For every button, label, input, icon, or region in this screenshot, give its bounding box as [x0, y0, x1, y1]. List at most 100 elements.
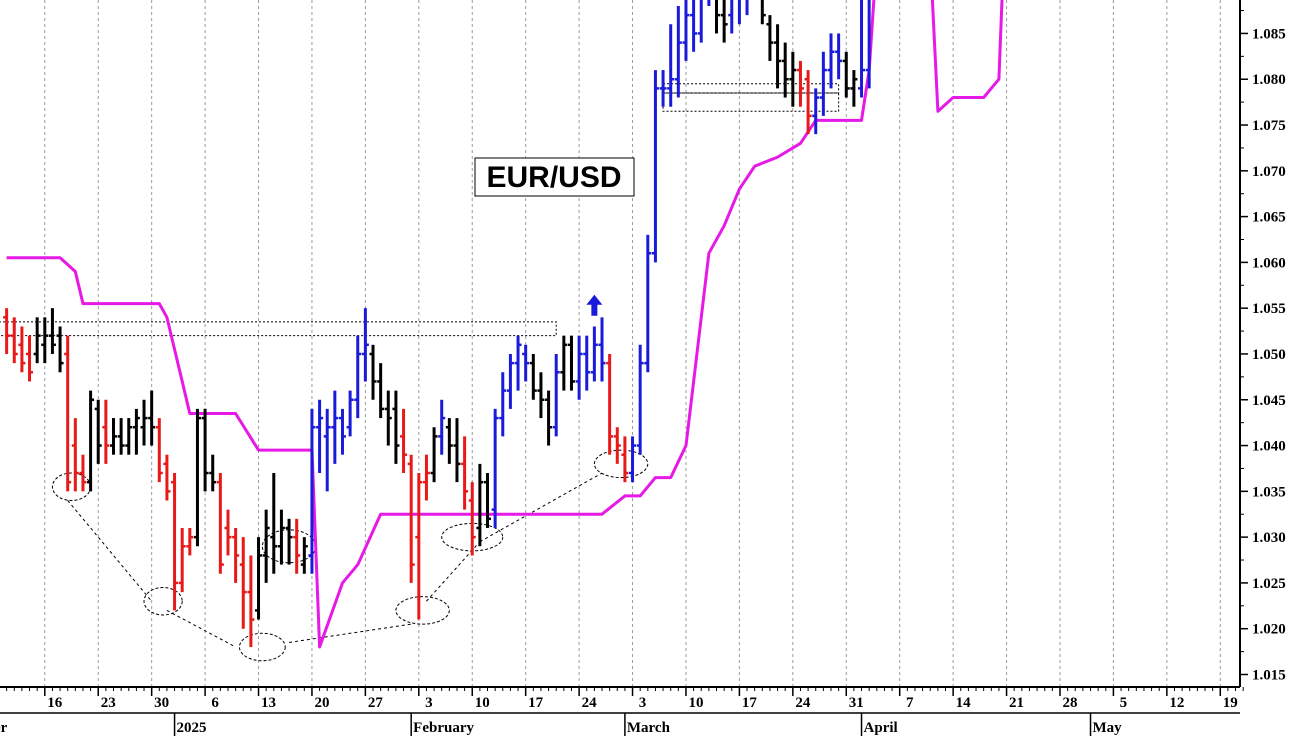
ohlc-bar [56, 326, 64, 373]
dashed-trendline [166, 609, 236, 648]
price-tick-label: 1.065 [1252, 210, 1286, 226]
ohlc-bar [812, 88, 820, 135]
ohlc-bar [583, 335, 591, 391]
ohlc-bar [178, 527, 186, 593]
price-tick-label: 1.080 [1252, 72, 1286, 88]
ohlc-bar [224, 509, 232, 556]
ohlc-bar [690, 0, 698, 52]
ohlc-bar [293, 518, 301, 574]
ohlc-bar [636, 344, 644, 455]
week-tick-label: 3 [425, 695, 433, 711]
pivot-ellipse [143, 586, 183, 616]
buy-signal-arrow-icon [586, 294, 603, 316]
ohlc-bar [651, 70, 659, 263]
ohlc-bar [728, 0, 734, 34]
month-label: May [1093, 720, 1123, 736]
ohlc-bar [377, 363, 385, 419]
chart-title-text: EUR/USD [486, 161, 621, 194]
ohlc-bar [102, 399, 110, 464]
ohlc-bar [232, 527, 240, 583]
ohlc-bar [430, 427, 438, 483]
support-trendlines [67, 472, 603, 648]
price-tick-label: 1.070 [1252, 164, 1286, 180]
month-label: er [0, 720, 8, 736]
pivot-ellipse [51, 472, 92, 501]
grid-lines [44, 0, 1221, 687]
ohlc-bar [774, 24, 782, 89]
ohlc-bar [79, 454, 87, 492]
ohlc-bar [148, 390, 156, 446]
week-tick-label: 21 [1009, 695, 1024, 711]
ohlc-bar [94, 399, 102, 464]
price-axis: 1.015 1.020 1.025 1.030 1.035 1.040 1.045 1.050… [1239, 0, 1286, 687]
ohlc-bar [308, 408, 316, 574]
week-tick-label: 16 [47, 695, 63, 711]
ohlc-bar [445, 418, 453, 464]
month-label: April [864, 720, 898, 736]
dashed-trendline [479, 472, 603, 543]
ohlc-bar [506, 353, 514, 409]
ohlc-bar [715, 0, 721, 34]
ohlc-bar [285, 518, 293, 565]
ohlc-bar [171, 473, 179, 611]
ohlc-bar [316, 399, 324, 474]
dashed-trendline [67, 500, 153, 602]
ohlc-bar [842, 51, 850, 98]
pivot-ellipse [238, 632, 286, 662]
dashed-trendline [288, 623, 412, 643]
ohlc-bar [71, 418, 79, 492]
ohlc-bar [865, 0, 871, 89]
ohlc-bar [117, 418, 125, 455]
pivot-ellipse [593, 449, 649, 479]
ohlc-bar [361, 308, 369, 382]
ohlc-bar [858, 0, 866, 98]
week-tick-label: 20 [314, 695, 329, 711]
ohlc-bar [789, 51, 797, 107]
week-tick-label: 28 [1062, 695, 1077, 711]
ohlc-bar [667, 24, 675, 107]
ohlc-bar [270, 473, 278, 574]
date-axis: 16 23 30 6 13 20 27 3 10 17 24 3 10 17 24 31 7 14 21 28 5 12 1… [0, 686, 1244, 736]
ohlc-bar [338, 408, 346, 455]
week-tick-label: 5 [1120, 695, 1128, 711]
ohlc-bar [537, 372, 545, 419]
week-tick-label: 23 [101, 695, 116, 711]
resistance-zone [662, 92, 840, 112]
week-tick-label: 10 [475, 695, 490, 711]
ohlc-bar [659, 70, 667, 107]
ohlc-bar [720, 0, 728, 43]
ohlc-bar [331, 390, 339, 464]
ohlc-bar [300, 537, 308, 574]
price-tick-label: 1.075 [1252, 118, 1286, 134]
ohlc-bar [766, 15, 774, 61]
ohlc-bar [522, 344, 530, 382]
week-tick-label: 19 [1223, 695, 1238, 711]
ohlc-bar [209, 454, 217, 492]
chart-title-box [474, 157, 635, 197]
price-tick-label: 1.020 [1252, 622, 1286, 638]
ohlc-bar [400, 408, 408, 474]
price-tick-label: 1.035 [1252, 484, 1286, 500]
ohlc-bar [707, 0, 711, 6]
ohlc-bar [491, 408, 499, 528]
ohlc-bar [484, 473, 492, 528]
ohlc-bar [514, 335, 522, 391]
week-tick-label: 27 [368, 695, 384, 711]
ohlc-bar [674, 5, 682, 98]
ohlc-bar [41, 317, 49, 364]
price-tick-label: 1.040 [1252, 439, 1286, 455]
ohlc-bar [247, 555, 255, 648]
ohlc-bar [163, 454, 171, 501]
ohlc-bar [545, 390, 553, 446]
trailing-stop-series [6, 0, 1004, 649]
ohlc-bar [567, 335, 575, 391]
price-tick-label: 1.060 [1252, 255, 1286, 271]
ohlc-bar [850, 70, 858, 107]
ohlc-bar [216, 473, 224, 574]
ohlc-bar [140, 399, 148, 446]
month-label: 2025 [177, 720, 207, 736]
price-tick-label: 1.055 [1252, 301, 1286, 317]
week-tick-label: 17 [528, 695, 544, 711]
price-tick-label: 1.045 [1252, 393, 1286, 409]
ohlc-bar [132, 408, 140, 455]
